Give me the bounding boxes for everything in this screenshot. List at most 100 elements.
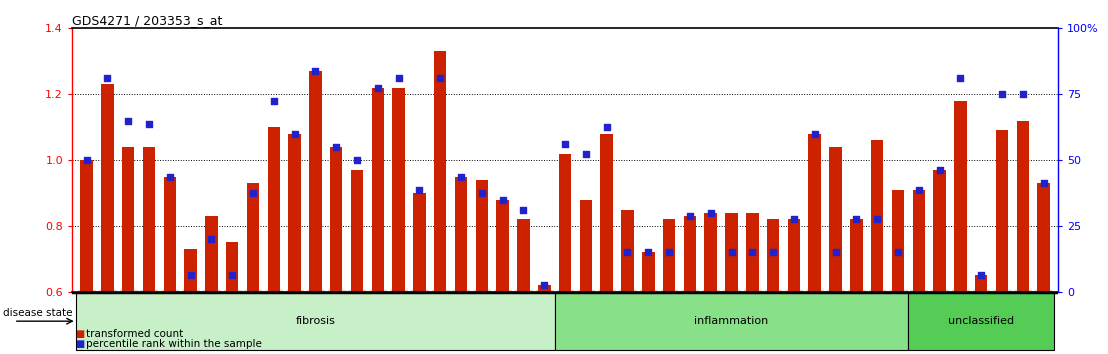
Bar <box>122 147 134 292</box>
Point <box>244 190 261 196</box>
Bar <box>809 134 821 292</box>
Text: transformed count: transformed count <box>86 329 184 339</box>
Point <box>265 98 283 104</box>
Point <box>681 213 699 219</box>
Bar <box>933 170 946 292</box>
Bar <box>555 292 909 350</box>
Point <box>535 282 553 288</box>
Bar <box>767 219 779 292</box>
Bar <box>496 200 509 292</box>
Point <box>78 157 95 163</box>
Point <box>848 217 865 222</box>
Point <box>952 75 970 81</box>
Point <box>743 250 761 255</box>
Bar <box>579 200 592 292</box>
Bar <box>684 216 696 292</box>
Text: fibrosis: fibrosis <box>296 316 336 326</box>
Point <box>224 273 242 278</box>
Bar <box>101 84 114 292</box>
Bar <box>434 51 447 292</box>
Bar <box>247 183 259 292</box>
Bar <box>705 213 717 292</box>
Point <box>411 187 429 193</box>
Bar <box>267 127 280 292</box>
Bar <box>663 219 676 292</box>
Bar <box>330 147 342 292</box>
Bar <box>184 249 197 292</box>
Bar <box>454 177 468 292</box>
Point <box>390 75 408 81</box>
Point <box>993 91 1010 97</box>
Point <box>765 250 782 255</box>
Point <box>327 144 345 150</box>
Text: inflammation: inflammation <box>695 316 769 326</box>
Bar <box>538 285 551 292</box>
Point <box>722 250 740 255</box>
Text: unclassified: unclassified <box>948 316 1014 326</box>
Point <box>910 187 927 193</box>
Text: GDS4271 / 203353_s_at: GDS4271 / 203353_s_at <box>72 14 223 27</box>
Point <box>869 217 886 222</box>
Text: percentile rank within the sample: percentile rank within the sample <box>86 339 263 349</box>
Point <box>1035 180 1053 186</box>
Bar <box>392 88 404 292</box>
Point <box>369 85 387 91</box>
Bar <box>829 147 842 292</box>
Bar <box>601 134 613 292</box>
Point <box>182 273 199 278</box>
Point <box>307 68 325 74</box>
Bar <box>975 275 987 292</box>
Bar <box>143 147 155 292</box>
Bar <box>642 252 655 292</box>
Point <box>577 151 595 156</box>
Point <box>99 75 116 81</box>
Point <box>973 273 991 278</box>
Point <box>348 157 366 163</box>
Point <box>120 118 137 124</box>
Bar <box>788 219 800 292</box>
Point <box>1014 91 1032 97</box>
Bar <box>288 134 301 292</box>
Point <box>598 124 616 130</box>
Point <box>514 207 532 212</box>
Point <box>556 141 574 147</box>
Point <box>889 250 906 255</box>
Point <box>203 236 220 242</box>
Point <box>786 217 803 222</box>
Point <box>806 131 823 137</box>
Point <box>286 131 304 137</box>
Point <box>618 250 636 255</box>
Bar <box>871 140 883 292</box>
Bar <box>76 292 555 350</box>
Point <box>161 174 178 179</box>
Point <box>701 210 719 216</box>
Point <box>494 197 512 202</box>
Point <box>140 121 157 127</box>
Point <box>827 250 844 255</box>
Bar <box>413 193 425 292</box>
Bar <box>954 101 966 292</box>
Bar <box>1037 183 1049 292</box>
Text: ■: ■ <box>75 329 84 339</box>
Bar <box>205 216 217 292</box>
Bar <box>164 177 176 292</box>
Bar <box>226 242 238 292</box>
Bar <box>351 170 363 292</box>
Point <box>660 250 678 255</box>
Point <box>452 174 470 179</box>
Bar <box>909 292 1054 350</box>
Bar <box>81 160 93 292</box>
Point <box>931 167 948 173</box>
Point <box>639 250 657 255</box>
Bar <box>726 213 738 292</box>
Bar <box>850 219 863 292</box>
Bar <box>371 88 384 292</box>
Text: ■: ■ <box>75 339 84 349</box>
Bar <box>1016 121 1029 292</box>
Bar <box>309 71 321 292</box>
Bar <box>475 180 489 292</box>
Bar <box>517 219 530 292</box>
Bar <box>622 210 634 292</box>
Text: disease state: disease state <box>3 308 73 318</box>
Point <box>431 75 449 81</box>
